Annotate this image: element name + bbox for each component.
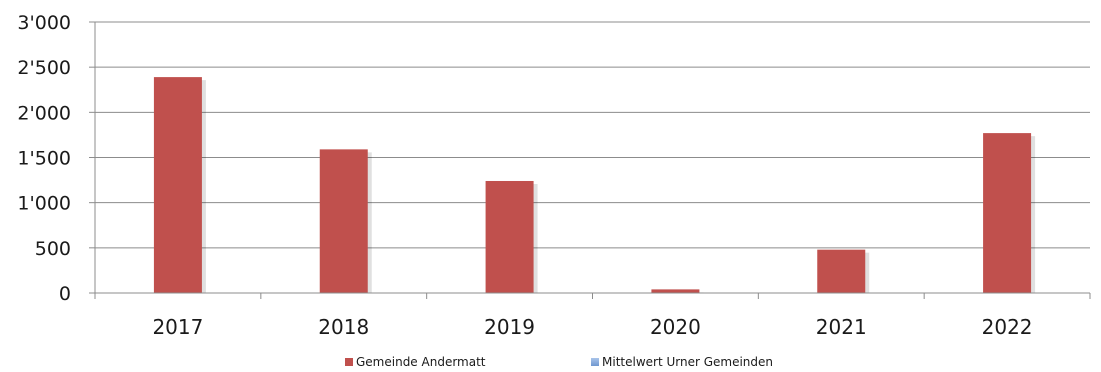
y-tick-label: 500 bbox=[35, 238, 71, 260]
x-tick-label: 2017 bbox=[152, 315, 203, 339]
legend-label: Mittelwert Urner Gemeinden bbox=[602, 355, 773, 369]
x-axis bbox=[94, 22, 1091, 299]
y-tick-label: 1'000 bbox=[17, 193, 71, 215]
x-tick-label: 2021 bbox=[816, 315, 867, 339]
x-tick-label: 2018 bbox=[318, 315, 369, 339]
x-axis-ticks: 2017 2018 2019 2020 2021 2022 bbox=[152, 315, 1032, 339]
y-tick-label: 0 bbox=[59, 283, 71, 305]
legend: Gemeinde Andermatt Mittelwert Urner Gemei… bbox=[345, 355, 773, 369]
bar bbox=[817, 249, 866, 293]
legend-swatch bbox=[591, 358, 599, 366]
x-tick-label: 2020 bbox=[650, 315, 701, 339]
y-tick-label: 2'500 bbox=[17, 57, 71, 79]
bar bbox=[485, 180, 534, 293]
x-tick-label: 2019 bbox=[484, 315, 535, 339]
legend-label: Gemeinde Andermatt bbox=[356, 355, 486, 369]
gridlines bbox=[95, 21, 1090, 249]
bar bbox=[319, 149, 368, 293]
y-axis-ticks: 0 500 1'000 1'500 2'000 2'500 3'000 bbox=[17, 12, 95, 305]
x-tick-label: 2022 bbox=[982, 315, 1033, 339]
bar bbox=[651, 289, 700, 293]
y-tick-label: 2'000 bbox=[17, 102, 71, 124]
y-tick-label: 1'500 bbox=[17, 148, 71, 170]
bar-series bbox=[153, 77, 1036, 293]
bar bbox=[153, 77, 202, 293]
bar bbox=[983, 133, 1032, 293]
legend-swatch bbox=[345, 358, 353, 366]
y-tick-label: 3'000 bbox=[17, 12, 71, 34]
